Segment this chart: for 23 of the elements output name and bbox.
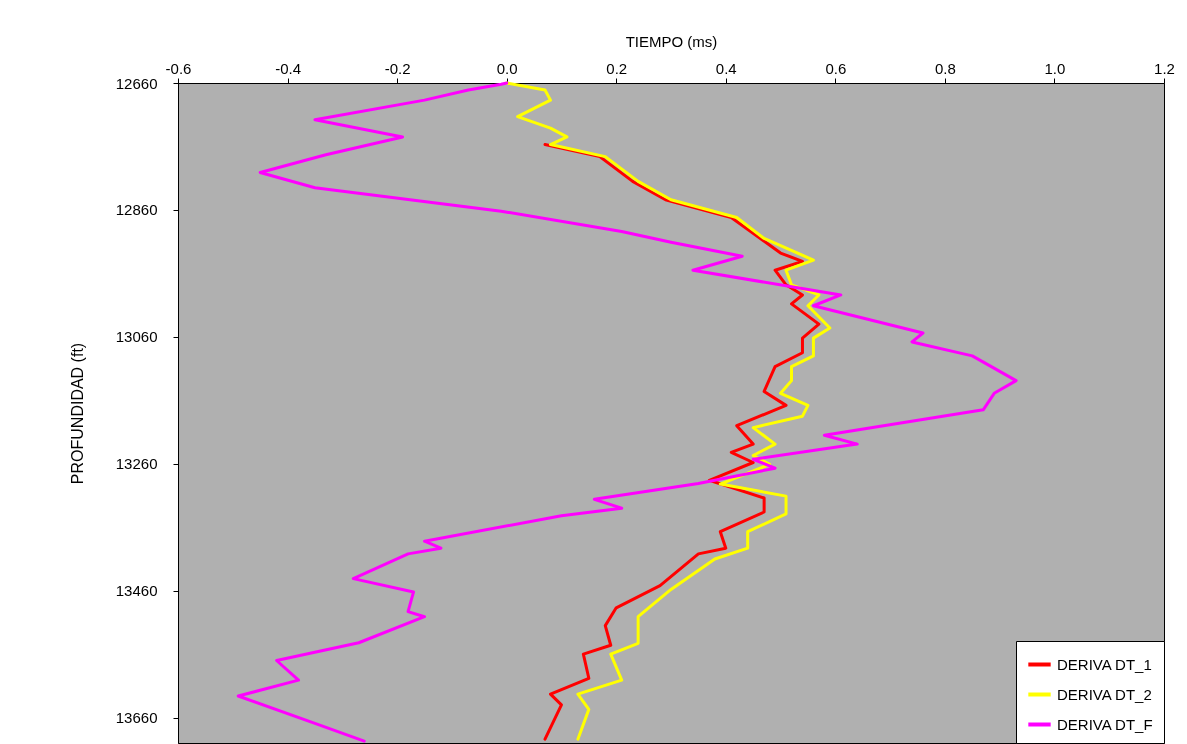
line-series <box>236 81 1018 743</box>
y-tick-label: 12660 <box>115 74 158 92</box>
legend-label: DERIVA DT_F <box>1057 715 1153 733</box>
x-tick-label: 0.4 <box>715 59 737 77</box>
x-tick-label: 0.6 <box>825 59 847 77</box>
x-axis-title: TIEMPO (ms) <box>625 32 718 50</box>
x-tick-label: 0.0 <box>496 59 518 77</box>
x-tick-label: 0.2 <box>606 59 628 77</box>
y-tick-label: 13660 <box>115 709 158 727</box>
x-tick-label: 0.8 <box>934 59 956 77</box>
y-tick-label: 12860 <box>115 201 158 219</box>
y-tick-label: 13460 <box>115 582 158 600</box>
legend-label: DERIVA DT_1 <box>1057 655 1152 673</box>
line-series <box>505 81 832 741</box>
x-tick-label: 1.0 <box>1044 59 1066 77</box>
x-tick-label: -0.2 <box>384 59 411 77</box>
legend-label: DERIVA DT_2 <box>1057 685 1152 703</box>
y-tick-label: 13060 <box>115 328 158 346</box>
y-axis-title: PROFUNDIDAD (ft) <box>68 342 86 485</box>
x-tick-label: -0.6 <box>165 59 192 77</box>
x-tick-label: -0.4 <box>275 59 301 77</box>
y-tick-label: 13260 <box>115 455 158 473</box>
x-tick-label: 1.2 <box>1154 59 1175 77</box>
